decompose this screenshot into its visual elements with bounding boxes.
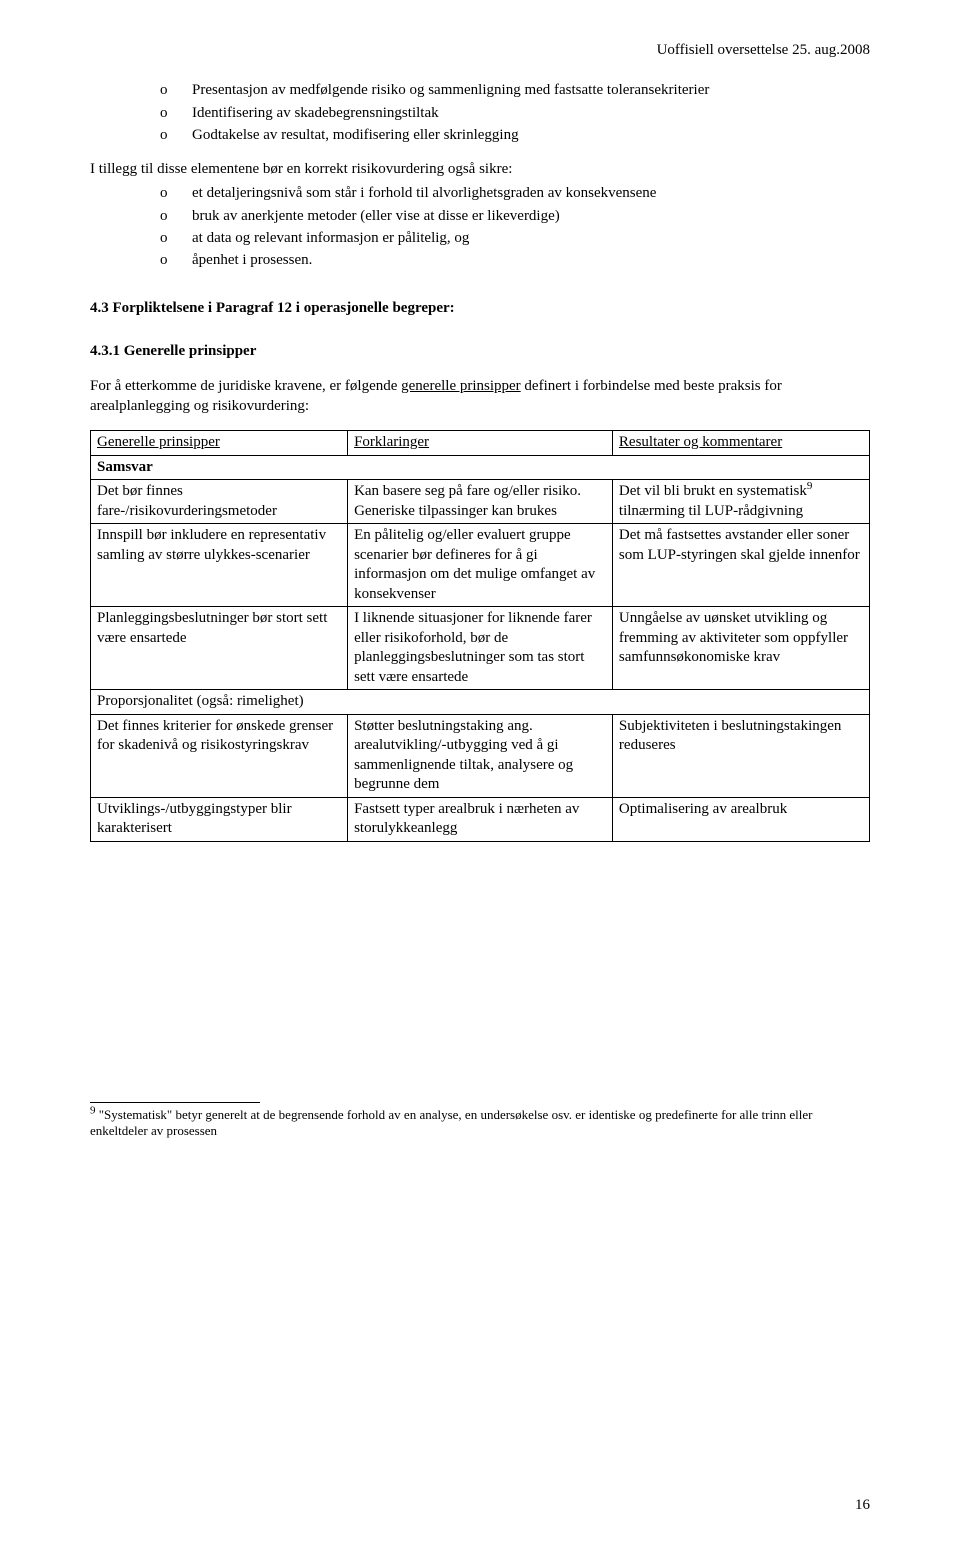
- bullet-marker: o: [160, 103, 192, 123]
- top-bullet-list: o Presentasjon av medfølgende risiko og …: [90, 80, 870, 145]
- list-item: o et detaljeringsnivå som står i forhold…: [160, 183, 870, 203]
- table-group-row: Samsvar: [91, 455, 870, 480]
- table-group-row: Proporsjonalitet (også: rimelighet): [91, 690, 870, 715]
- list-item: o Presentasjon av medfølgende risiko og …: [160, 80, 870, 100]
- group-bold: Proporsjonalitet: [97, 693, 193, 709]
- page-number: 16: [855, 1495, 870, 1515]
- footnote-separator: [90, 1102, 260, 1103]
- footnote-ref: 9: [807, 480, 813, 492]
- list-item: o bruk av anerkjente metoder (eller vise…: [160, 206, 870, 226]
- list-item: o at data og relevant informasjon er pål…: [160, 228, 870, 248]
- bullet-marker: o: [160, 80, 192, 100]
- table-cell: Støtter beslutningstaking ang. arealutvi…: [348, 714, 613, 797]
- bullet-text: Identifisering av skadebegrensningstilta…: [192, 103, 870, 123]
- table-cell: Fastsett typer arealbruk i nærheten av s…: [348, 797, 613, 841]
- table-header-cell: Resultater og kommentarer: [612, 431, 869, 456]
- mid-bullet-list: o et detaljeringsnivå som står i forhold…: [90, 183, 870, 270]
- table-row: Planleggingsbeslutninger bør stort sett …: [91, 607, 870, 690]
- table-cell: Unngåelse av uønsket utvikling og fremmi…: [612, 607, 869, 690]
- intro-pre: For å etterkomme de juridiske kravene, e…: [90, 378, 401, 394]
- intro-underlined: generelle prinsipper: [401, 378, 521, 394]
- table-group-cell: Proporsjonalitet (også: rimelighet): [91, 690, 870, 715]
- table-cell: Det vil bli brukt en systematisk9 tilnær…: [612, 480, 869, 524]
- principles-table: Generelle prinsipper Forklaringer Result…: [90, 430, 870, 842]
- table-header-cell: Generelle prinsipper: [91, 431, 348, 456]
- group-rest: (også: rimelighet): [193, 693, 304, 709]
- bullet-text: Godtakelse av resultat, modifisering ell…: [192, 125, 870, 145]
- sub-heading-4-3-1: 4.3.1 Generelle prinsipper: [90, 341, 870, 361]
- bullet-marker: o: [160, 228, 192, 248]
- table-header-row: Generelle prinsipper Forklaringer Result…: [91, 431, 870, 456]
- bullet-marker: o: [160, 125, 192, 145]
- footnote-text: "Systematisk" betyr generelt at de begre…: [90, 1107, 812, 1138]
- page-header: Uoffisiell oversettelse 25. aug.2008: [90, 40, 870, 60]
- table-cell: En pålitelig og/eller evaluert gruppe sc…: [348, 524, 613, 607]
- bullet-marker: o: [160, 183, 192, 203]
- intro-paragraph: For å etterkomme de juridiske kravene, e…: [90, 376, 870, 417]
- table-row: Utviklings-/utbyggingstyper blir karakte…: [91, 797, 870, 841]
- list-item: o Identifisering av skadebegrensningstil…: [160, 103, 870, 123]
- table-cell: I liknende situasjoner for liknende fare…: [348, 607, 613, 690]
- table-cell: Optimalisering av arealbruk: [612, 797, 869, 841]
- list-item: o åpenhet i prosessen.: [160, 250, 870, 270]
- table-group-cell: Samsvar: [91, 455, 870, 480]
- table-row: Det finnes kriterier for ønskede grenser…: [91, 714, 870, 797]
- footnote: 9 "Systematisk" betyr generelt at de beg…: [90, 1107, 870, 1140]
- section-heading-4-3: 4.3 Forpliktelsene i Paragraf 12 i opera…: [90, 298, 870, 318]
- bullet-text: bruk av anerkjente metoder (eller vise a…: [192, 206, 870, 226]
- bullet-text: et detaljeringsnivå som står i forhold t…: [192, 183, 870, 203]
- table-cell: Innspill bør inkludere en representativ …: [91, 524, 348, 607]
- table-cell: Kan basere seg på fare og/eller risiko. …: [348, 480, 613, 524]
- table-cell: Det finnes kriterier for ønskede grenser…: [91, 714, 348, 797]
- table-row: Det bør finnes fare-/risikovurderingsmet…: [91, 480, 870, 524]
- cell-text-post: tilnærming til LUP-rådgivning: [619, 503, 803, 519]
- table-cell: Utviklings-/utbyggingstyper blir karakte…: [91, 797, 348, 841]
- bullet-text: åpenhet i prosessen.: [192, 250, 870, 270]
- bullet-text: at data og relevant informasjon er pålit…: [192, 228, 870, 248]
- bullet-marker: o: [160, 250, 192, 270]
- table-header-cell: Forklaringer: [348, 431, 613, 456]
- table-cell: Det bør finnes fare-/risikovurderingsmet…: [91, 480, 348, 524]
- list-item: o Godtakelse av resultat, modifisering e…: [160, 125, 870, 145]
- table-cell: Subjektiviteten i beslutningstakingen re…: [612, 714, 869, 797]
- bullet-marker: o: [160, 206, 192, 226]
- cell-text-pre: Det vil bli brukt en systematisk: [619, 483, 807, 499]
- bullet-text: Presentasjon av medfølgende risiko og sa…: [192, 80, 870, 100]
- table-row: Innspill bør inkludere en representativ …: [91, 524, 870, 607]
- mid-paragraph: I tillegg til disse elementene bør en ko…: [90, 159, 870, 179]
- table-cell: Planleggingsbeslutninger bør stort sett …: [91, 607, 348, 690]
- table-cell: Det må fastsettes avstander eller soner …: [612, 524, 869, 607]
